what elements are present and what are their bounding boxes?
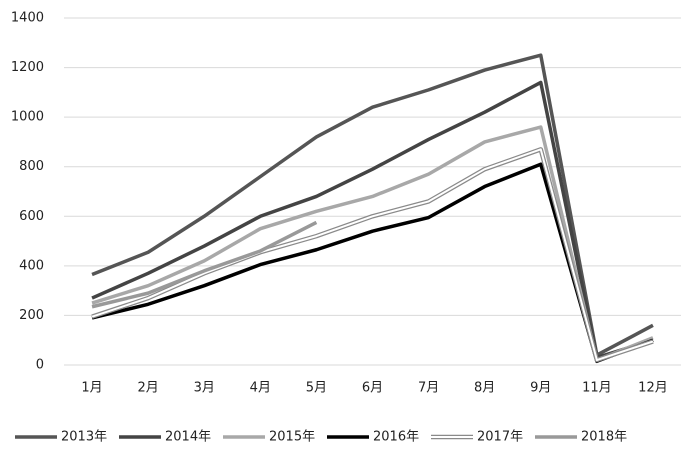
x-tick-label: 11月 <box>582 381 612 396</box>
y-tick-label: 0 <box>36 358 44 373</box>
legend-label: 2016年 <box>373 430 419 445</box>
x-tick-label: 6月 <box>362 381 383 396</box>
x-tick-label: 5月 <box>306 381 327 396</box>
series-line-inner <box>91 148 654 362</box>
series-line <box>91 80 654 360</box>
y-tick-label: 600 <box>19 209 44 224</box>
x-tick-label: 3月 <box>194 381 215 396</box>
x-tick-label: 8月 <box>474 381 495 396</box>
x-tick-label: 12月 <box>638 381 668 396</box>
legend-label: 2013年 <box>61 430 107 445</box>
y-tick-label: 1400 <box>11 11 44 26</box>
y-tick-label: 1200 <box>11 60 44 75</box>
x-tick-label: 2月 <box>137 381 158 396</box>
series-line <box>91 125 654 362</box>
legend-label: 2018年 <box>581 430 627 445</box>
y-tick-label: 1000 <box>11 110 44 125</box>
x-tick-label: 1月 <box>81 381 102 396</box>
y-tick-label: 800 <box>19 159 44 174</box>
series-line <box>91 220 318 309</box>
y-tick-label: 200 <box>19 308 44 323</box>
series-line <box>91 162 654 364</box>
y-tick-label: 400 <box>19 258 44 273</box>
x-tick-label: 4月 <box>250 381 271 396</box>
legend-label: 2017年 <box>477 430 523 445</box>
x-tick-label: 7月 <box>418 381 439 396</box>
series-line <box>91 53 654 357</box>
legend-label: 2015年 <box>269 430 315 445</box>
x-tick-label: 9月 <box>530 381 551 396</box>
legend-label: 2014年 <box>165 430 211 445</box>
